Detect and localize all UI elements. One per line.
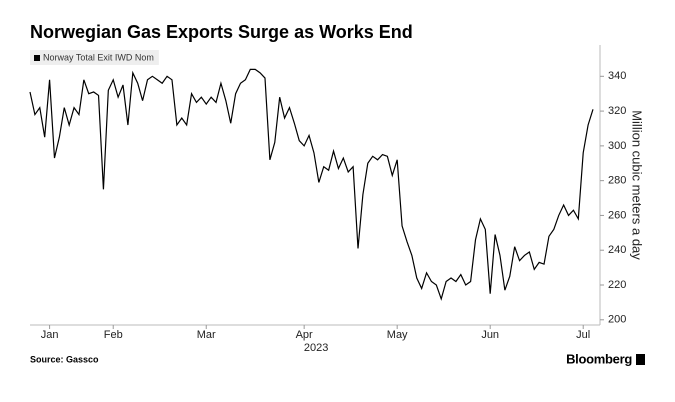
- brand-icon: [636, 354, 645, 365]
- line-series: [29, 68, 594, 301]
- y-tick-label: 340: [608, 70, 626, 82]
- legend-swatch: [34, 55, 40, 61]
- x-axis-label: 2023: [304, 342, 328, 354]
- chart-title: Norwegian Gas Exports Surge as Works End: [30, 22, 413, 42]
- y-tick-label: 220: [608, 279, 626, 291]
- legend-label: Norway Total Exit IWD Nom: [43, 52, 154, 62]
- legend-box: [30, 50, 159, 65]
- x-tick-label: Jan: [41, 329, 59, 341]
- x-tick-label: May: [387, 329, 408, 341]
- x-tick-label: Jul: [576, 329, 590, 341]
- y-tick-label: 280: [608, 175, 626, 187]
- x-tick-label: Apr: [296, 329, 313, 341]
- y-tick-label: 200: [608, 314, 626, 326]
- y-axis-label: Million cubic meters a day: [630, 110, 645, 260]
- x-tick-label: Feb: [104, 329, 123, 341]
- brand: Bloomberg: [566, 351, 632, 366]
- y-tick-label: 320: [608, 105, 626, 117]
- y-tick-label: 240: [608, 244, 626, 256]
- y-tick-label: 300: [608, 140, 626, 152]
- x-tick-label: Mar: [197, 329, 216, 341]
- x-tick-label: Jun: [481, 329, 499, 341]
- y-tick-label: 260: [608, 209, 626, 221]
- source: Source: Gassco: [30, 354, 99, 364]
